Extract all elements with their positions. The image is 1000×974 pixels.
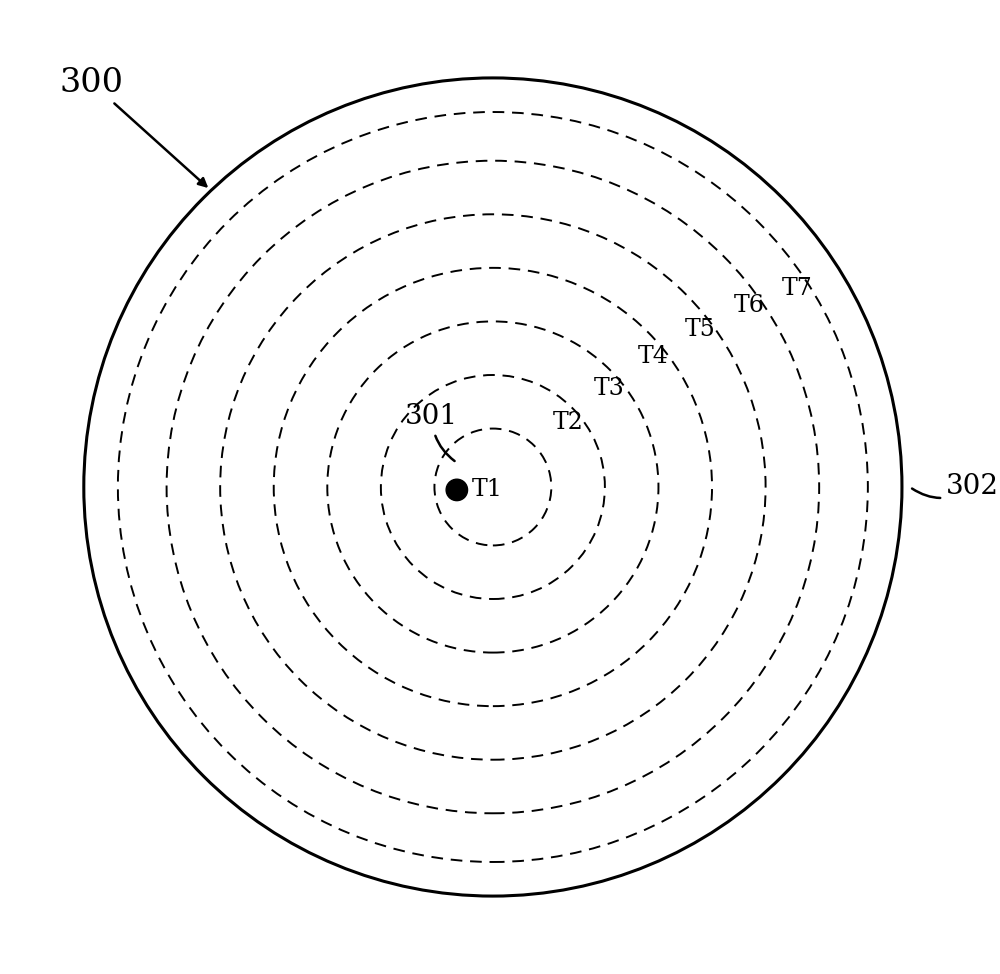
Text: 302: 302 [912,473,999,501]
Text: 301: 301 [405,403,458,461]
Text: T7: T7 [782,277,813,300]
Text: T4: T4 [638,345,669,368]
Circle shape [446,479,468,501]
Text: T3: T3 [594,377,624,399]
Text: T2: T2 [553,411,584,434]
Text: 300: 300 [59,67,206,186]
Text: T1: T1 [471,478,502,502]
Text: T5: T5 [685,318,715,341]
Text: T6: T6 [734,294,765,317]
